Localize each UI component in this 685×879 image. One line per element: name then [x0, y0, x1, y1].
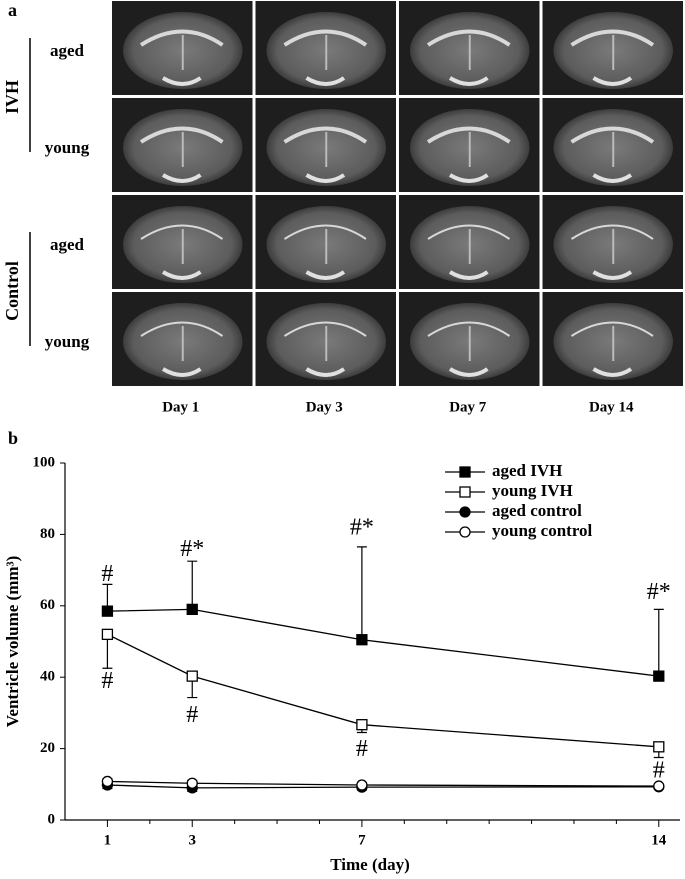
- ventricle: [448, 367, 489, 377]
- annotation: #*: [180, 536, 204, 562]
- data-point: [356, 779, 368, 791]
- ventricle: [139, 126, 224, 144]
- row-label: aged: [50, 41, 85, 60]
- annotation: #: [101, 668, 113, 694]
- legend-marker: [459, 506, 471, 518]
- panel-label: a: [8, 0, 17, 20]
- ventricle: [140, 321, 224, 337]
- data-point: [653, 741, 665, 753]
- annotation: #*: [350, 515, 374, 541]
- y-axis-title: Ventricle volume (mm³): [3, 556, 22, 728]
- ventricle: [448, 76, 489, 86]
- data-point: [356, 634, 368, 646]
- column-label: Day 1: [162, 399, 199, 415]
- legend-label: aged control: [492, 501, 582, 520]
- ventricle: [592, 270, 633, 280]
- legend-marker: [459, 526, 471, 538]
- ventricle: [161, 367, 202, 377]
- ventricle: [161, 173, 202, 183]
- legend-marker: [459, 486, 471, 498]
- y-tick-label: 0: [48, 811, 56, 827]
- error-bar: [653, 608, 664, 677]
- annotation: #: [356, 736, 368, 762]
- legend-label: aged IVH: [492, 461, 562, 480]
- x-tick-label: 14: [651, 832, 667, 848]
- column-label: Day 3: [306, 399, 343, 415]
- y-tick-label: 100: [33, 454, 56, 470]
- legend-marker: [459, 466, 471, 478]
- series-line: [107, 780, 659, 787]
- data-point: [653, 670, 665, 682]
- data-point: [653, 780, 665, 792]
- series-line: [107, 784, 659, 789]
- series-line: [107, 633, 659, 748]
- series-line: [107, 608, 659, 677]
- ventricle: [140, 224, 224, 240]
- ventricle: [283, 321, 367, 337]
- annotation: #: [101, 561, 113, 587]
- row-label: young: [45, 138, 90, 157]
- annotation: #: [653, 757, 665, 783]
- ventricle: [592, 367, 633, 377]
- legend-label: young IVH: [492, 481, 573, 500]
- ventricle: [283, 29, 368, 47]
- ventricle: [592, 173, 633, 183]
- ventricle: [592, 76, 633, 86]
- ventricle: [570, 224, 654, 240]
- ventricle: [305, 367, 346, 377]
- ventricle: [305, 173, 346, 183]
- ventricle: [426, 126, 511, 144]
- ventricle: [448, 270, 489, 280]
- ventricle: [427, 321, 511, 337]
- legend-label: young control: [492, 521, 593, 540]
- data-point: [186, 603, 198, 616]
- ventricle: [570, 29, 655, 47]
- x-axis-title: Time (day): [330, 855, 410, 874]
- y-tick-label: 80: [40, 526, 55, 542]
- data-point: [101, 605, 114, 617]
- ventricle: [305, 270, 346, 280]
- column-label: Day 7: [449, 399, 487, 415]
- x-tick-label: 3: [188, 832, 196, 848]
- panel-label: b: [8, 428, 18, 448]
- ventricle: [448, 173, 489, 183]
- data-point: [356, 719, 368, 731]
- ventricle: [427, 224, 511, 240]
- y-tick-label: 60: [40, 597, 55, 613]
- data-point: [186, 777, 198, 789]
- group-label: IVH: [2, 80, 22, 114]
- x-tick-label: 1: [104, 832, 112, 848]
- data-point: [101, 628, 114, 641]
- error-bar: [102, 634, 113, 669]
- panel-b: b 0 20 40 60 80 100 1 3 7 14 Time (day) Ventricle vo…: [3, 428, 680, 874]
- row-label: young: [45, 332, 90, 351]
- x-tick-label: 7: [358, 832, 366, 848]
- y-tick-label: 40: [40, 669, 55, 685]
- error-bar: [187, 560, 198, 610]
- panel-a: a IVH aged young Control aged young Day 1 Day 3 D…: [2, 0, 683, 415]
- ventricle: [570, 126, 655, 144]
- annotation: #*: [647, 579, 671, 605]
- data-point: [186, 670, 198, 682]
- ventricle: [161, 76, 202, 86]
- column-label: Day 14: [589, 399, 634, 415]
- ventricle: [305, 76, 346, 86]
- ventricle: [283, 126, 368, 144]
- ventricle: [426, 29, 511, 47]
- annotation: #: [186, 702, 198, 728]
- ventricle: [570, 321, 654, 337]
- ventricle: [283, 224, 367, 240]
- ventricle: [161, 270, 202, 280]
- row-label: aged: [50, 235, 85, 254]
- ventricle: [139, 29, 224, 47]
- error-bar: [356, 546, 367, 640]
- y-tick-label: 20: [40, 740, 55, 756]
- group-label: Control: [2, 261, 22, 321]
- data-point: [101, 775, 114, 788]
